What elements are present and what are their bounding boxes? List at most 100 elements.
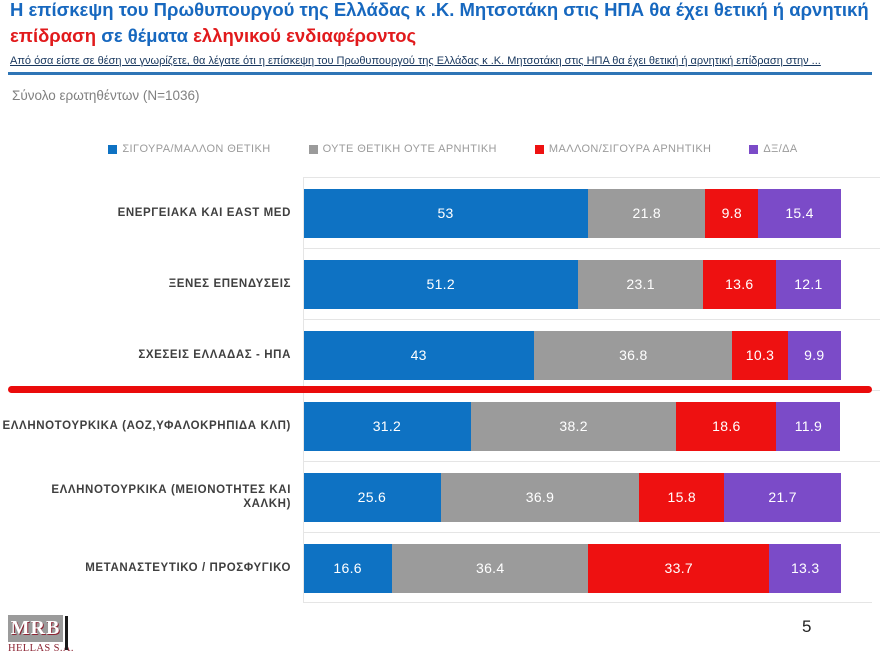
legend-item: ΜΑΛΛΟΝ/ΣΙΓΟΥΡΑ ΑΡΝΗΤΙΚΗ — [534, 143, 712, 155]
bar-segment: 23.1 — [578, 259, 703, 309]
chart-row: ΜΕΤΑΝΑΣΤΕΥΤΙΚΟ / ΠΡΟΣΦΥΓΙΚΟ 16.6 36.4 33.7 1… — [0, 532, 880, 603]
bar-value-label: 23.1 — [626, 276, 655, 292]
bar-value-label: 51.2 — [426, 276, 455, 292]
subtitle-divider-line — [8, 72, 872, 75]
bar-value-label: 36.9 — [525, 489, 555, 505]
legend-swatch-icon — [749, 144, 759, 154]
legend-label: ΣΙΓΟΥΡΑ/ΜΑΛΛΟΝ ΘΕΤΙΚΗ — [122, 143, 271, 155]
bar-value-label: 12.1 — [794, 276, 823, 292]
category-label: ΕΛΛΗΝΟΤΟΥΡΚΙΚΑ (ΑΟΖ,ΥΦΑΛΟΚΡΗΠΙΔΑ ΚΛΠ) — [2, 419, 291, 432]
bar-value-label: 11.9 — [794, 418, 823, 434]
stacked-bar: 51.2 23.1 13.6 12.1 — [303, 259, 841, 309]
bar-segment: 12.1 — [775, 259, 841, 309]
legend-swatch-icon — [534, 144, 544, 154]
legend-swatch-icon — [108, 144, 118, 154]
survey-question: Από όσα είστε σε θέση να γνωρίζετε, θα λ… — [10, 55, 821, 67]
stacked-bar-chart: ΕΝΕΡΓΕΙΑΚΑ ΚΑΙ EAST MED 53 21.8 9.8 15.4 ΞΕΝΕ… — [0, 177, 880, 603]
red-divider-line — [8, 386, 872, 393]
category-label: ΞΕΝΕΣ ΕΠΕΝΔΥΣΕΙΣ — [168, 277, 291, 290]
bar-track: 43 36.8 10.3 9.9 — [303, 319, 880, 390]
bar-segment: 33.7 — [588, 543, 770, 593]
bar-segment: 25.6 — [303, 472, 441, 522]
bar-segment: 13.6 — [702, 259, 776, 309]
bar-value-label: 13.3 — [790, 560, 820, 576]
bar-track: 25.6 36.9 15.8 21.7 — [303, 461, 880, 532]
bar-segment: 10.3 — [732, 330, 788, 380]
stacked-bar: 16.6 36.4 33.7 13.3 — [303, 543, 841, 593]
category-label: ΕΝΕΡΓΕΙΑΚΑ ΚΑΙ EAST MED — [117, 206, 291, 219]
bar-value-label: 25.6 — [357, 489, 387, 505]
chart-row: ΕΛΛΗΝΟΤΟΥΡΚΙΚΑ (ΜΕΙΟΝΟΤΗΤΕΣ ΚΑΙ ΧΑΛΚΗ) 25… — [0, 461, 880, 532]
stacked-bar: 31.2 38.2 18.6 11.9 — [303, 401, 841, 451]
bar-segment: 31.2 — [303, 401, 471, 451]
chart-row: ΕΛΛΗΝΟΤΟΥΡΚΙΚΑ (ΑΟΖ,ΥΦΑΛΟΚΡΗΠΙΔΑ ΚΛΠ) 31.… — [0, 390, 880, 461]
bar-segment: 43 — [303, 330, 535, 380]
bar-value-label: 36.8 — [619, 347, 648, 363]
title-text-red: επίδραση — [10, 25, 97, 46]
logo-subtext: HELLAS S.A. — [8, 643, 74, 654]
bar-value-label: 43 — [410, 347, 427, 363]
bar-value-label: 21.7 — [768, 489, 797, 505]
bar-segment: 21.8 — [588, 188, 706, 238]
bar-value-label: 9.8 — [721, 205, 742, 221]
bar-value-label: 16.6 — [333, 560, 362, 576]
bar-track: 31.2 38.2 18.6 11.9 — [303, 390, 880, 461]
chart-row: ΞΕΝΕΣ ΕΠΕΝΔΥΣΕΙΣ 51.2 23.1 13.6 12.1 — [0, 248, 880, 319]
bar-value-label: 10.3 — [745, 347, 775, 363]
title-text-red: ελληνικού ενδιαφέροντος — [193, 25, 417, 46]
title-line-1: Η επίσκεψη του Πρωθυπουργού της Ελλάδας … — [10, 0, 874, 23]
bar-value-label: 21.8 — [632, 205, 661, 221]
bar-segment: 13.3 — [769, 543, 841, 593]
page-title: Η επίσκεψη του Πρωθυπουργού της Ελλάδας … — [10, 0, 874, 49]
bar-segment: 36.4 — [392, 543, 589, 593]
plot-bottom-border — [303, 602, 872, 603]
chart-legend: ΣΙΓΟΥΡΑ/ΜΑΛΛΟΝ ΘΕΤΙΚΗ ΟΥΤΕ ΘΕΤΙΚΗ ΟΥΤΕ ΑΡ… — [0, 143, 880, 155]
bar-value-label: 18.6 — [712, 418, 741, 434]
title-text-blue: σε θέματα — [96, 25, 194, 46]
legend-item: ΔΞ/ΔΑ — [749, 143, 797, 155]
bar-segment: 16.6 — [303, 543, 393, 593]
bar-segment: 18.6 — [676, 401, 777, 451]
legend-label: ΔΞ/ΔΑ — [763, 143, 798, 155]
bar-value-label: 31.2 — [372, 418, 402, 434]
bar-value-label: 15.4 — [785, 205, 814, 221]
category-label: ΕΛΛΗΝΟΤΟΥΡΚΙΚΑ (ΜΕΙΟΝΟΤΗΤΕΣ ΚΑΙ ΧΑΛΚΗ) — [51, 483, 291, 510]
sample-size-label: Σύνολο ερωτηθέντων (N=1036) — [12, 88, 200, 103]
bar-track: 16.6 36.4 33.7 13.3 — [303, 532, 880, 603]
bar-value-label: 36.4 — [475, 560, 505, 576]
bar-value-label: 15.8 — [667, 489, 696, 505]
category-label: ΣΧΕΣΕΙΣ ΕΛΛΑΔΑΣ - ΗΠΑ — [138, 348, 291, 361]
chart-row: ΕΝΕΡΓΕΙΑΚΑ ΚΑΙ EAST MED 53 21.8 9.8 15.4 — [0, 177, 880, 248]
bar-value-label: 9.9 — [804, 347, 825, 363]
bar-segment: 21.7 — [724, 472, 841, 522]
bar-segment: 38.2 — [470, 401, 677, 451]
bar-segment: 11.9 — [776, 401, 841, 451]
bar-segment: 15.8 — [639, 472, 725, 522]
bar-segment: 36.8 — [534, 330, 733, 380]
bar-segment: 36.9 — [440, 472, 640, 522]
bar-segment: 53 — [303, 188, 589, 238]
category-label: ΜΕΤΑΝΑΣΤΕΥΤΙΚΟ / ΠΡΟΣΦΥΓΙΚΟ — [85, 561, 291, 574]
legend-label: ΜΑΛΛΟΝ/ΣΙΓΟΥΡΑ ΑΡΝΗΤΙΚΗ — [548, 143, 712, 155]
bar-value-label: 33.7 — [664, 560, 693, 576]
bar-value-label: 53 — [437, 205, 454, 221]
stacked-bar: 25.6 36.9 15.8 21.7 — [303, 472, 841, 522]
bar-value-label: 38.2 — [559, 418, 588, 434]
title-text-blue: Η επίσκεψη του Πρωθυπουργού της Ελλάδας … — [10, 0, 869, 20]
chart-row: ΣΧΕΣΕΙΣ ΕΛΛΑΔΑΣ - ΗΠΑ 43 36.8 10.3 9.9 — [0, 319, 880, 390]
title-line-2: επίδραση σε θέματα ελληνικού ενδιαφέροντ… — [10, 23, 874, 49]
logo-box: MRB — [8, 615, 63, 642]
legend-item: ΟΥΤΕ ΘΕΤΙΚΗ ΟΥΤΕ ΑΡΝΗΤΙΚΗ — [308, 143, 497, 155]
mrb-logo: MRB HELLAS S.A. — [8, 615, 78, 659]
stacked-bar: 43 36.8 10.3 9.9 — [303, 330, 841, 380]
bar-segment: 9.9 — [787, 330, 841, 380]
logo-text: MRB — [10, 617, 61, 639]
bar-track: 51.2 23.1 13.6 12.1 — [303, 248, 880, 319]
legend-swatch-icon — [308, 144, 318, 154]
bar-segment: 15.4 — [758, 188, 841, 238]
page-number: 5 — [802, 617, 812, 636]
bar-segment: 9.8 — [705, 188, 759, 238]
legend-label: ΟΥΤΕ ΘΕΤΙΚΗ ΟΥΤΕ ΑΡΝΗΤΙΚΗ — [322, 143, 497, 155]
bar-track: 53 21.8 9.8 15.4 — [303, 177, 880, 248]
